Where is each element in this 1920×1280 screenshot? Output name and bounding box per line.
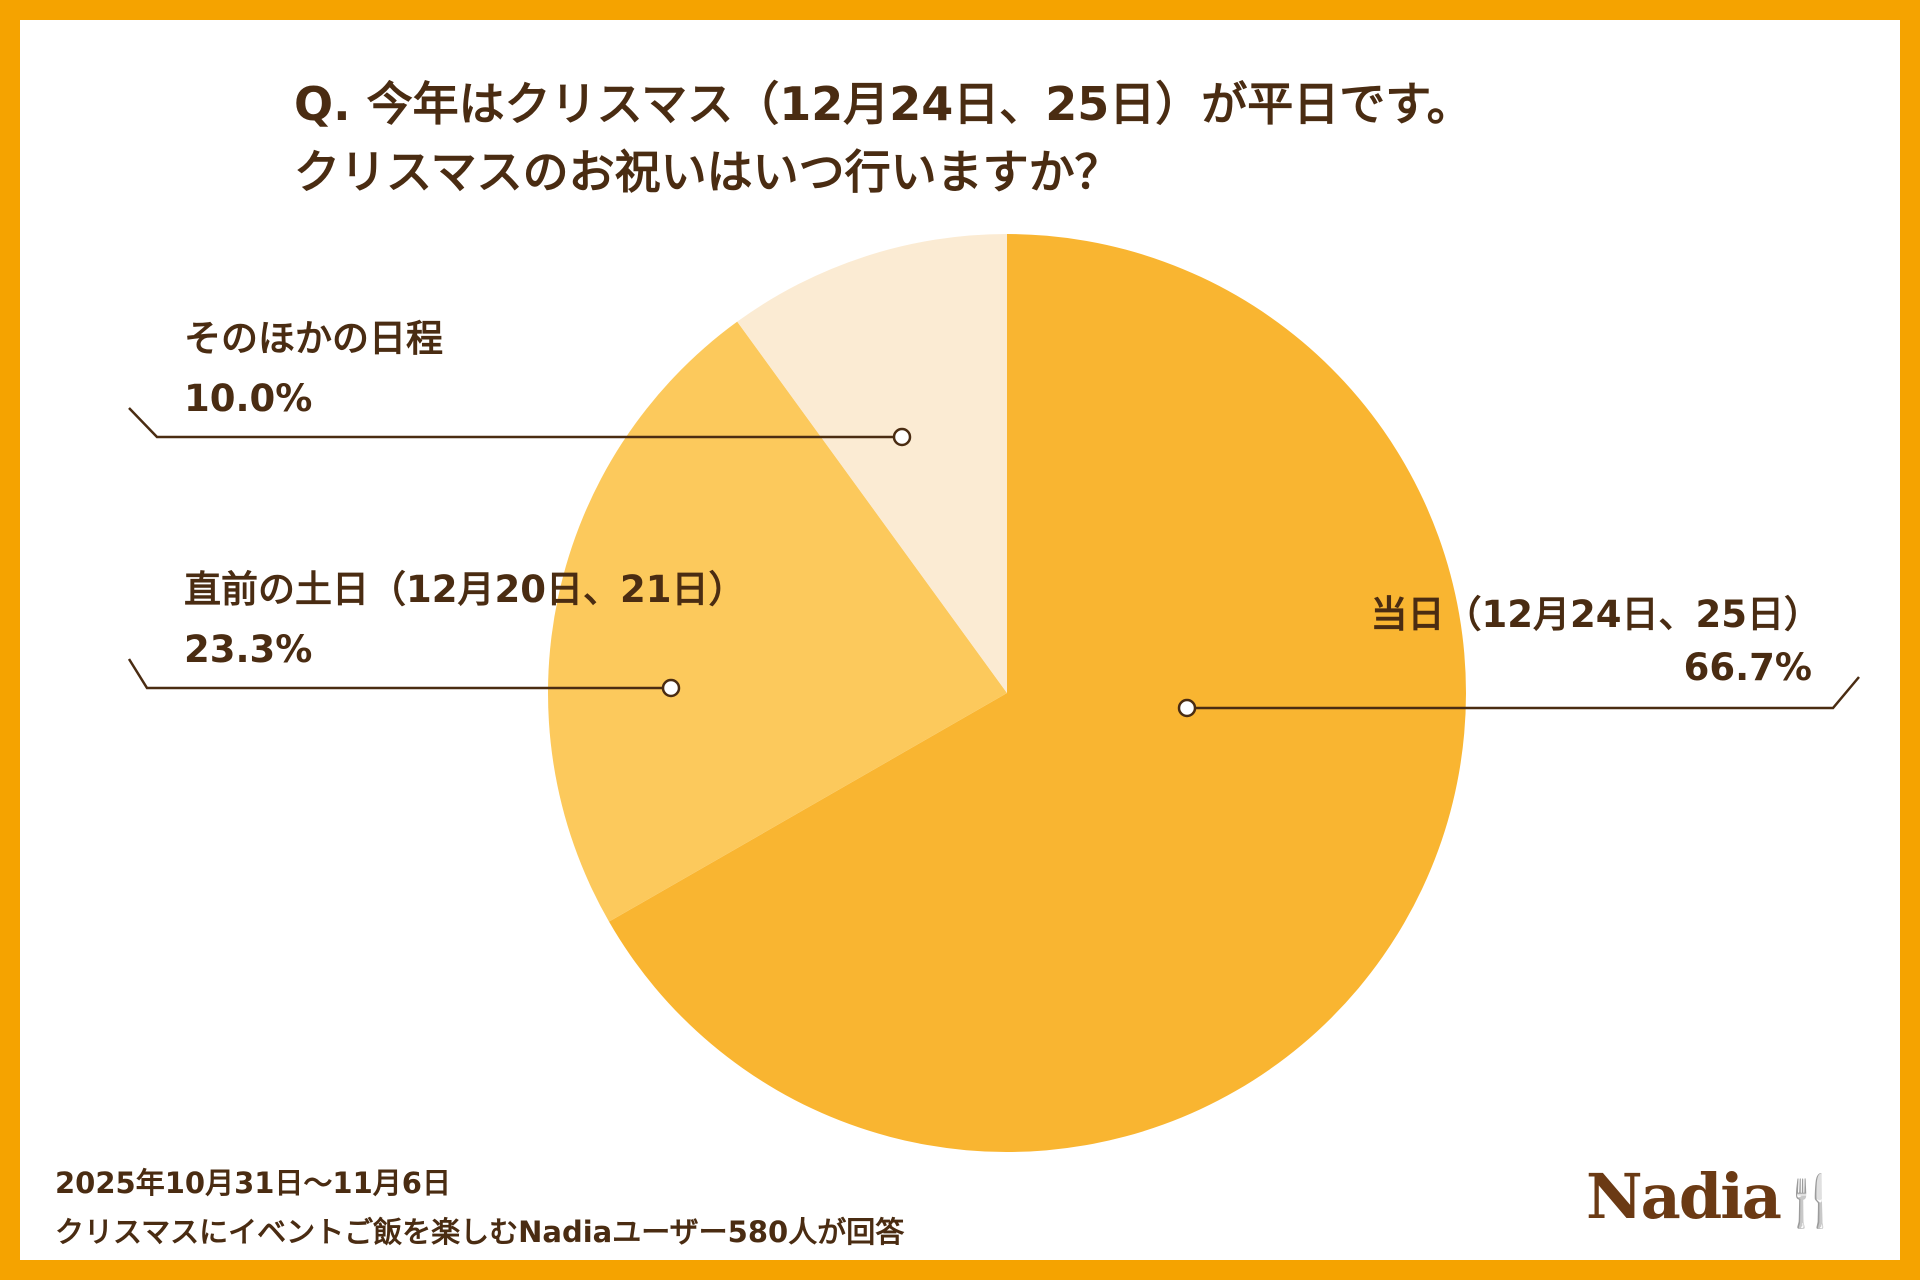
value-day: 66.7% <box>1683 646 1812 689</box>
leader-line-weekend <box>127 658 671 690</box>
logo-text: Nadia <box>1586 1160 1782 1233</box>
label-other: そのほかの日程 <box>184 317 443 360</box>
value-weekend: 23.3% <box>184 628 313 671</box>
title-line-2: クリスマスのお祝いはいつ行いますか？ <box>294 145 1121 199</box>
title-line-1: Q. 今年はクリスマス（12月24日、25日）が平日です。 <box>294 77 1473 131</box>
footer-date: 2025年10月31日〜11月6日 <box>55 1166 451 1200</box>
leader-dot-weekend <box>661 678 681 698</box>
nadia-logo: Nadia🍴 <box>1586 1160 1842 1233</box>
pie-slice-2 <box>737 234 1007 693</box>
footer-note: クリスマスにイベントご飯を楽しむNadiaユーザー580人が回答 <box>55 1215 905 1249</box>
chart-title: Q. 今年はクリスマス（12月24日、25日）が平日です。 クリスマスのお祝いは… <box>294 70 1473 206</box>
leader-line-other <box>128 407 902 439</box>
value-other: 10.0% <box>184 377 313 420</box>
pie-slice-0 <box>609 234 1466 1152</box>
leader-line-day <box>1187 676 1860 710</box>
leader-dot-other <box>892 427 912 447</box>
label-day: 当日（12月24日、25日） <box>1370 593 1821 636</box>
pie-slice-1 <box>548 321 1007 922</box>
label-weekend: 直前の土日（12月20日、21日） <box>184 568 746 611</box>
utensils-icon: 🍴 <box>1779 1171 1842 1230</box>
leader-dot-day <box>1177 698 1197 718</box>
